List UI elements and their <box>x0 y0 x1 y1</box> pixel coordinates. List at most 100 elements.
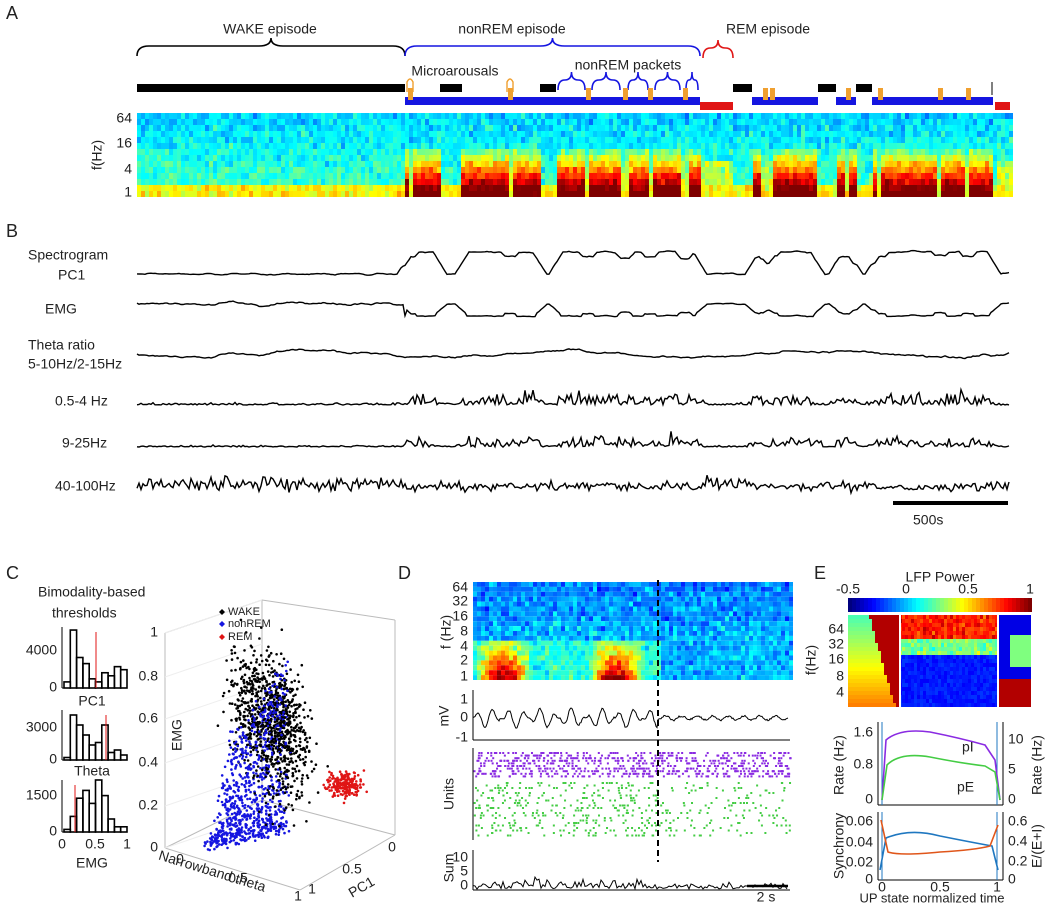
spectrogram-cell <box>457 173 461 179</box>
spectrogram-cell <box>453 137 457 143</box>
spectrogram-cell <box>597 185 601 191</box>
spectrogram-cell <box>881 119 885 125</box>
spectrogram-cell <box>173 161 177 167</box>
spectrogram-cell <box>641 125 645 131</box>
spectrogram-cell <box>885 179 889 185</box>
spectrogram-cell <box>861 137 865 143</box>
spectrogram-cell <box>621 131 625 137</box>
spectrogram-cell <box>689 131 693 137</box>
spectrogram-cell <box>873 167 877 173</box>
spectrogram-cell <box>689 125 693 131</box>
spectrogram-cell <box>965 125 969 131</box>
scatter-point <box>235 804 239 808</box>
spectrogram-cell <box>625 167 629 173</box>
spectrogram-cell <box>689 143 693 149</box>
scatter-point <box>292 712 295 715</box>
scatter-point <box>334 779 338 783</box>
spectrogram-cell <box>945 185 949 191</box>
spectrogram-cell <box>385 155 389 161</box>
spectrogram-cell <box>389 185 393 191</box>
spectrogram-cell <box>249 167 253 173</box>
scatter-point <box>252 835 255 838</box>
spectrogram-cell <box>201 119 205 125</box>
spectrogram-cell <box>613 119 617 125</box>
spectrogram-cell <box>817 167 821 173</box>
scatter-point <box>222 710 225 714</box>
spectrogram-cell <box>189 143 193 149</box>
spectrogram-cell <box>869 173 873 179</box>
spectrogram-cell <box>657 143 661 149</box>
spectrogram-cell <box>389 161 393 167</box>
spectrogram-cell <box>297 143 301 149</box>
spectrogram-cell <box>233 119 237 125</box>
spectrogram-cell <box>897 173 901 179</box>
spectrogram-cell <box>721 179 725 185</box>
spectrogram-cell <box>629 161 633 167</box>
spectrogram-cell <box>577 149 581 155</box>
scatter-point <box>353 782 357 786</box>
spectrogram-cell <box>629 167 633 173</box>
spectrogram-cell <box>161 143 165 149</box>
spectrogram-cell <box>821 179 825 185</box>
spectrogram-cell <box>981 137 985 143</box>
spectrogram-cell <box>305 137 309 143</box>
spectrogram-cell <box>545 143 549 149</box>
scatter-point <box>228 753 231 756</box>
spectrogram-cell <box>137 113 141 119</box>
spectrogram-cell <box>173 155 177 161</box>
scatter-point <box>348 793 351 797</box>
spectrogram-cell <box>905 113 909 119</box>
scatter-point <box>230 652 234 655</box>
spectrogram-cell <box>397 167 401 173</box>
spectrogram-cell <box>325 149 329 155</box>
hypnogram-wake <box>856 84 872 92</box>
scatter-point <box>265 731 268 734</box>
scatter-point <box>265 649 269 652</box>
spectrogram-cell <box>281 185 285 191</box>
spectrogram-cell <box>233 173 237 179</box>
spectrogram-cell <box>505 173 509 179</box>
spectrogram-cell <box>373 191 377 197</box>
spectrogram-cell <box>729 191 733 197</box>
spectrogram-cell <box>685 137 689 143</box>
spectrogram-cell <box>973 113 977 119</box>
spectrogram-cell <box>577 143 581 149</box>
spectrogram-cell <box>529 167 533 173</box>
spectrogram-cell <box>417 119 421 125</box>
spectrogram-cell <box>233 185 237 191</box>
spectrogram-cell <box>809 191 813 197</box>
spectrogram-cell <box>297 191 301 197</box>
spectrogram-cell <box>305 167 309 173</box>
spectrogram-cell <box>645 113 649 119</box>
spectrogram-cell <box>141 191 145 197</box>
spectrogram-cell <box>277 155 281 161</box>
spectrogram-cell <box>497 137 501 143</box>
spectrogram-cell <box>665 167 669 173</box>
scatter-point <box>225 833 229 837</box>
spectrogram-cell <box>921 143 925 149</box>
scatter-point <box>237 785 241 789</box>
spectrogram-cell <box>569 185 573 191</box>
spectrogram-cell <box>921 113 925 119</box>
spectrogram-cell <box>169 113 173 119</box>
scatter-point <box>266 714 269 717</box>
spectrogram-cell <box>593 191 597 197</box>
spectrogram-cell <box>893 119 897 125</box>
spectrogram-cell <box>597 113 601 119</box>
spectrogram-cell <box>253 131 257 137</box>
scatter-point <box>256 803 260 806</box>
spectrogram-cell <box>489 149 493 155</box>
spectrogram-cell <box>673 131 677 137</box>
spectrogram-cell <box>717 131 721 137</box>
spectrogram-cell <box>753 161 757 167</box>
spectrogram-cell <box>953 179 957 185</box>
spectrogram-cell <box>393 131 397 137</box>
spectrogram-cell <box>289 143 293 149</box>
spectrogram-cell <box>181 119 185 125</box>
scatter-point <box>228 784 231 788</box>
spectrogram-cell <box>137 143 141 149</box>
spectrogram-cell <box>745 179 749 185</box>
scatter-point <box>248 784 251 788</box>
spectrogram-cell <box>669 173 673 179</box>
spectrogram-cell <box>345 173 349 179</box>
